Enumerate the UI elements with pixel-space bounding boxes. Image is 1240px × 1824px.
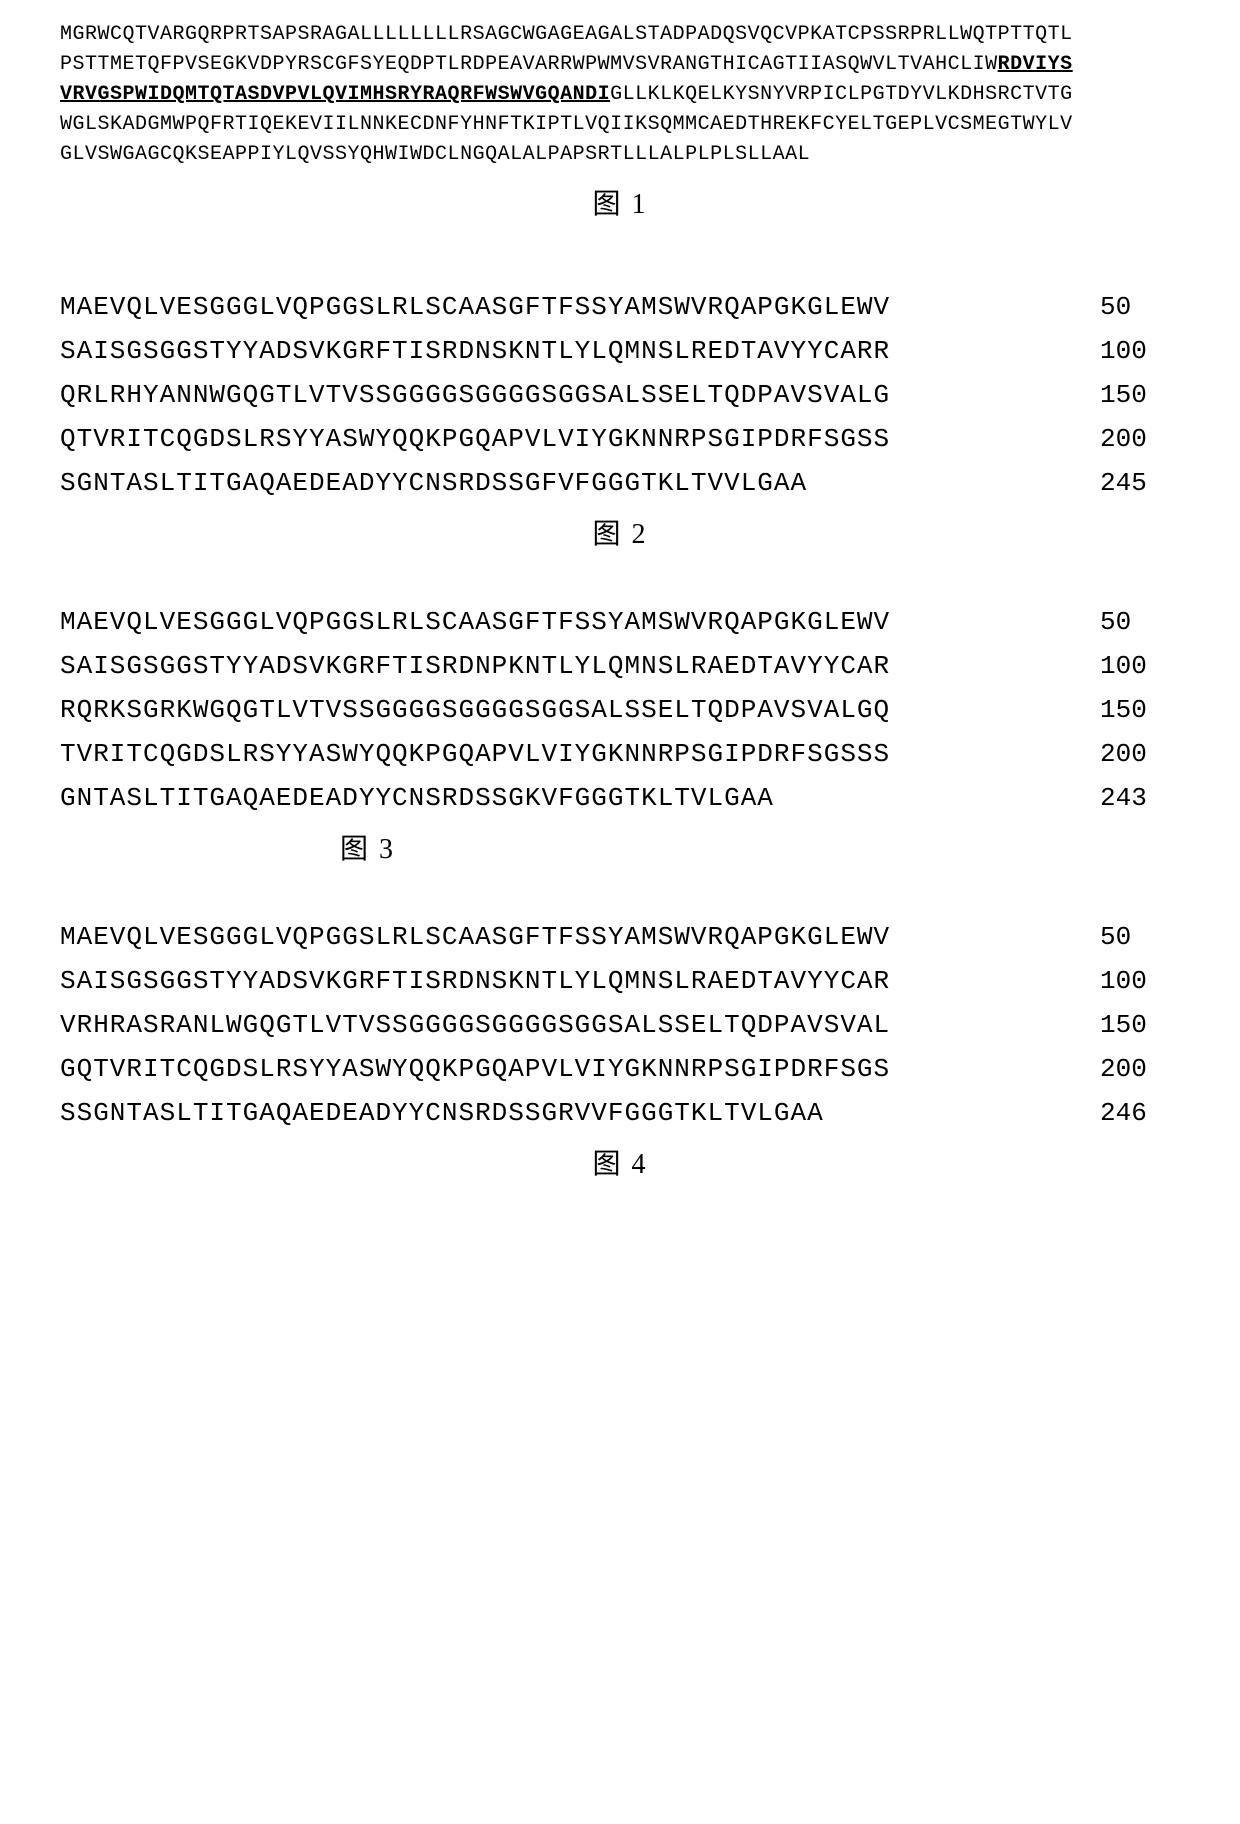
- fig4-seq-text: SSGNTASLTITGAQAEDEADYYCNSRDSSGRVVFGGGTKL…: [60, 1098, 824, 1128]
- fig4-seq-num: 150: [1100, 1010, 1180, 1040]
- fig3-seq-num: 243: [1100, 783, 1180, 813]
- fig2-seq-text: SGNTASLTITGAQAEDEADYYCNSRDSSGFVFGGGTKLTV…: [60, 468, 807, 498]
- fig3-seq-text: TVRITCQGDSLRSYYASWYQQKPGQAPVLVIYGKNNRPSG…: [60, 739, 890, 769]
- fig4-seq-num: 100: [1100, 966, 1180, 996]
- fig2-row: SGNTASLTITGAQAEDEADYYCNSRDSSGFVFGGGTKLTV…: [60, 468, 1180, 498]
- fig3-seq-num: 200: [1100, 739, 1180, 769]
- fig4-row: VRHRASRANLWGQGTLVTVSSGGGGSGGGGSGGSALSSEL…: [60, 1010, 1180, 1040]
- figure-2-label: 图 2: [60, 512, 1180, 552]
- fig1-line: GLVSWGAGCQKSEAPPIYLQVSSYQHWIWDCLNGQALALP…: [60, 140, 1180, 170]
- fig1-sequence: MGRWCQTVARGQRPRTSAPSRAGALLLLLLLLRSAGCWGA…: [60, 20, 1180, 170]
- fig2-seq-num: 200: [1100, 424, 1180, 454]
- fig3-seq-num: 100: [1100, 651, 1180, 681]
- figure-3-block: MAEVQLVESGGGLVQPGGSLRLSCAASGFTFSSYAMSWVR…: [60, 607, 1180, 867]
- fig4-seq-num: 50: [1100, 922, 1180, 952]
- fig2-seq-num: 150: [1100, 380, 1180, 410]
- fig1-line: MGRWCQTVARGQRPRTSAPSRAGALLLLLLLLRSAGCWGA…: [60, 20, 1180, 50]
- fig4-seq-text: SAISGSGGSTYYADSVKGRFTISRDNSKNTLYLQMNSLRA…: [60, 966, 890, 996]
- fig4-seq-text: VRHRASRANLWGQGTLVTVSSGGGGSGGGGSGGSALSSEL…: [60, 1010, 890, 1040]
- fig3-row: GNTASLTITGAQAEDEADYYCNSRDSSGKVFGGGTKLTVL…: [60, 783, 1180, 813]
- fig3-sequence: MAEVQLVESGGGLVQPGGSLRLSCAASGFTFSSYAMSWVR…: [60, 607, 1180, 813]
- fig2-seq-num: 100: [1100, 336, 1180, 366]
- fig1-line: VRVGSPWIDQMTQTASDVPVLQVIMHSRYRAQRFWSWVGQ…: [60, 80, 1180, 110]
- fig4-seq-num: 246: [1100, 1098, 1180, 1128]
- fig2-seq-num: 245: [1100, 468, 1180, 498]
- figure-4-block: MAEVQLVESGGGLVQPGGSLRLSCAASGFTFSSYAMSWVR…: [60, 922, 1180, 1182]
- fig2-row: MAEVQLVESGGGLVQPGGSLRLSCAASGFTFSSYAMSWVR…: [60, 292, 1180, 322]
- fig2-row: QRLRHYANNWGQGTLVTVSSGGGGSGGGGSGGSALSSELT…: [60, 380, 1180, 410]
- fig3-seq-num: 150: [1100, 695, 1180, 725]
- fig3-seq-text: MAEVQLVESGGGLVQPGGSLRLSCAASGFTFSSYAMSWVR…: [60, 607, 890, 637]
- figure-2-block: MAEVQLVESGGGLVQPGGSLRLSCAASGFTFSSYAMSWVR…: [60, 292, 1180, 552]
- fig4-row: MAEVQLVESGGGLVQPGGSLRLSCAASGFTFSSYAMSWVR…: [60, 922, 1180, 952]
- fig4-row: GQTVRITCQGDSLRSYYASWYQQKPGQAPVLVIYGKNNRP…: [60, 1054, 1180, 1084]
- fig2-seq-text: QRLRHYANNWGQGTLVTVSSGGGGSGGGGSGGSALSSELT…: [60, 380, 890, 410]
- fig3-row: RQRKSGRKWGQGTLVTVSSGGGGSGGGGSGGSALSSELTQ…: [60, 695, 1180, 725]
- fig3-seq-text: RQRKSGRKWGQGTLVTVSSGGGGSGGGGSGGSALSSELTQ…: [60, 695, 890, 725]
- fig3-seq-text: GNTASLTITGAQAEDEADYYCNSRDSSGKVFGGGTKLTVL…: [60, 783, 774, 813]
- fig4-sequence: MAEVQLVESGGGLVQPGGSLRLSCAASGFTFSSYAMSWVR…: [60, 922, 1180, 1128]
- fig3-seq-text: SAISGSGGSTYYADSVKGRFTISRDNPKNTLYLQMNSLRA…: [60, 651, 890, 681]
- fig1-line: PSTTMETQFPVSEGKVDPYRSCGFSYEQDPTLRDPEAVAR…: [60, 50, 1180, 80]
- figure-4-label: 图 4: [60, 1142, 1180, 1182]
- fig4-seq-num: 200: [1100, 1054, 1180, 1084]
- fig4-row: SSGNTASLTITGAQAEDEADYYCNSRDSSGRVVFGGGTKL…: [60, 1098, 1180, 1128]
- fig3-row: SAISGSGGSTYYADSVKGRFTISRDNPKNTLYLQMNSLRA…: [60, 651, 1180, 681]
- figure-3-label: 图 3: [60, 827, 1180, 867]
- fig2-sequence: MAEVQLVESGGGLVQPGGSLRLSCAASGFTFSSYAMSWVR…: [60, 292, 1180, 498]
- fig4-seq-text: GQTVRITCQGDSLRSYYASWYQQKPGQAPVLVIYGKNNRP…: [60, 1054, 890, 1084]
- fig4-row: SAISGSGGSTYYADSVKGRFTISRDNSKNTLYLQMNSLRA…: [60, 966, 1180, 996]
- fig3-row: TVRITCQGDSLRSYYASWYQQKPGQAPVLVIYGKNNRPSG…: [60, 739, 1180, 769]
- fig2-seq-text: QTVRITCQGDSLRSYYASWYQQKPGQAPVLVIYGKNNRPS…: [60, 424, 890, 454]
- fig2-row: QTVRITCQGDSLRSYYASWYQQKPGQAPVLVIYGKNNRPS…: [60, 424, 1180, 454]
- figure-1-block: MGRWCQTVARGQRPRTSAPSRAGALLLLLLLLRSAGCWGA…: [60, 20, 1180, 222]
- fig2-seq-num: 50: [1100, 292, 1180, 322]
- figure-1-label: 图 1: [60, 182, 1180, 222]
- fig2-row: SAISGSGGSTYYADSVKGRFTISRDNSKNTLYLQMNSLRE…: [60, 336, 1180, 366]
- fig3-seq-num: 50: [1100, 607, 1180, 637]
- fig4-seq-text: MAEVQLVESGGGLVQPGGSLRLSCAASGFTFSSYAMSWVR…: [60, 922, 890, 952]
- fig2-seq-text: MAEVQLVESGGGLVQPGGSLRLSCAASGFTFSSYAMSWVR…: [60, 292, 890, 322]
- fig3-row: MAEVQLVESGGGLVQPGGSLRLSCAASGFTFSSYAMSWVR…: [60, 607, 1180, 637]
- fig2-seq-text: SAISGSGGSTYYADSVKGRFTISRDNSKNTLYLQMNSLRE…: [60, 336, 890, 366]
- fig1-line: WGLSKADGMWPQFRTIQEKEVIILNNKECDNFYHNFTKIP…: [60, 110, 1180, 140]
